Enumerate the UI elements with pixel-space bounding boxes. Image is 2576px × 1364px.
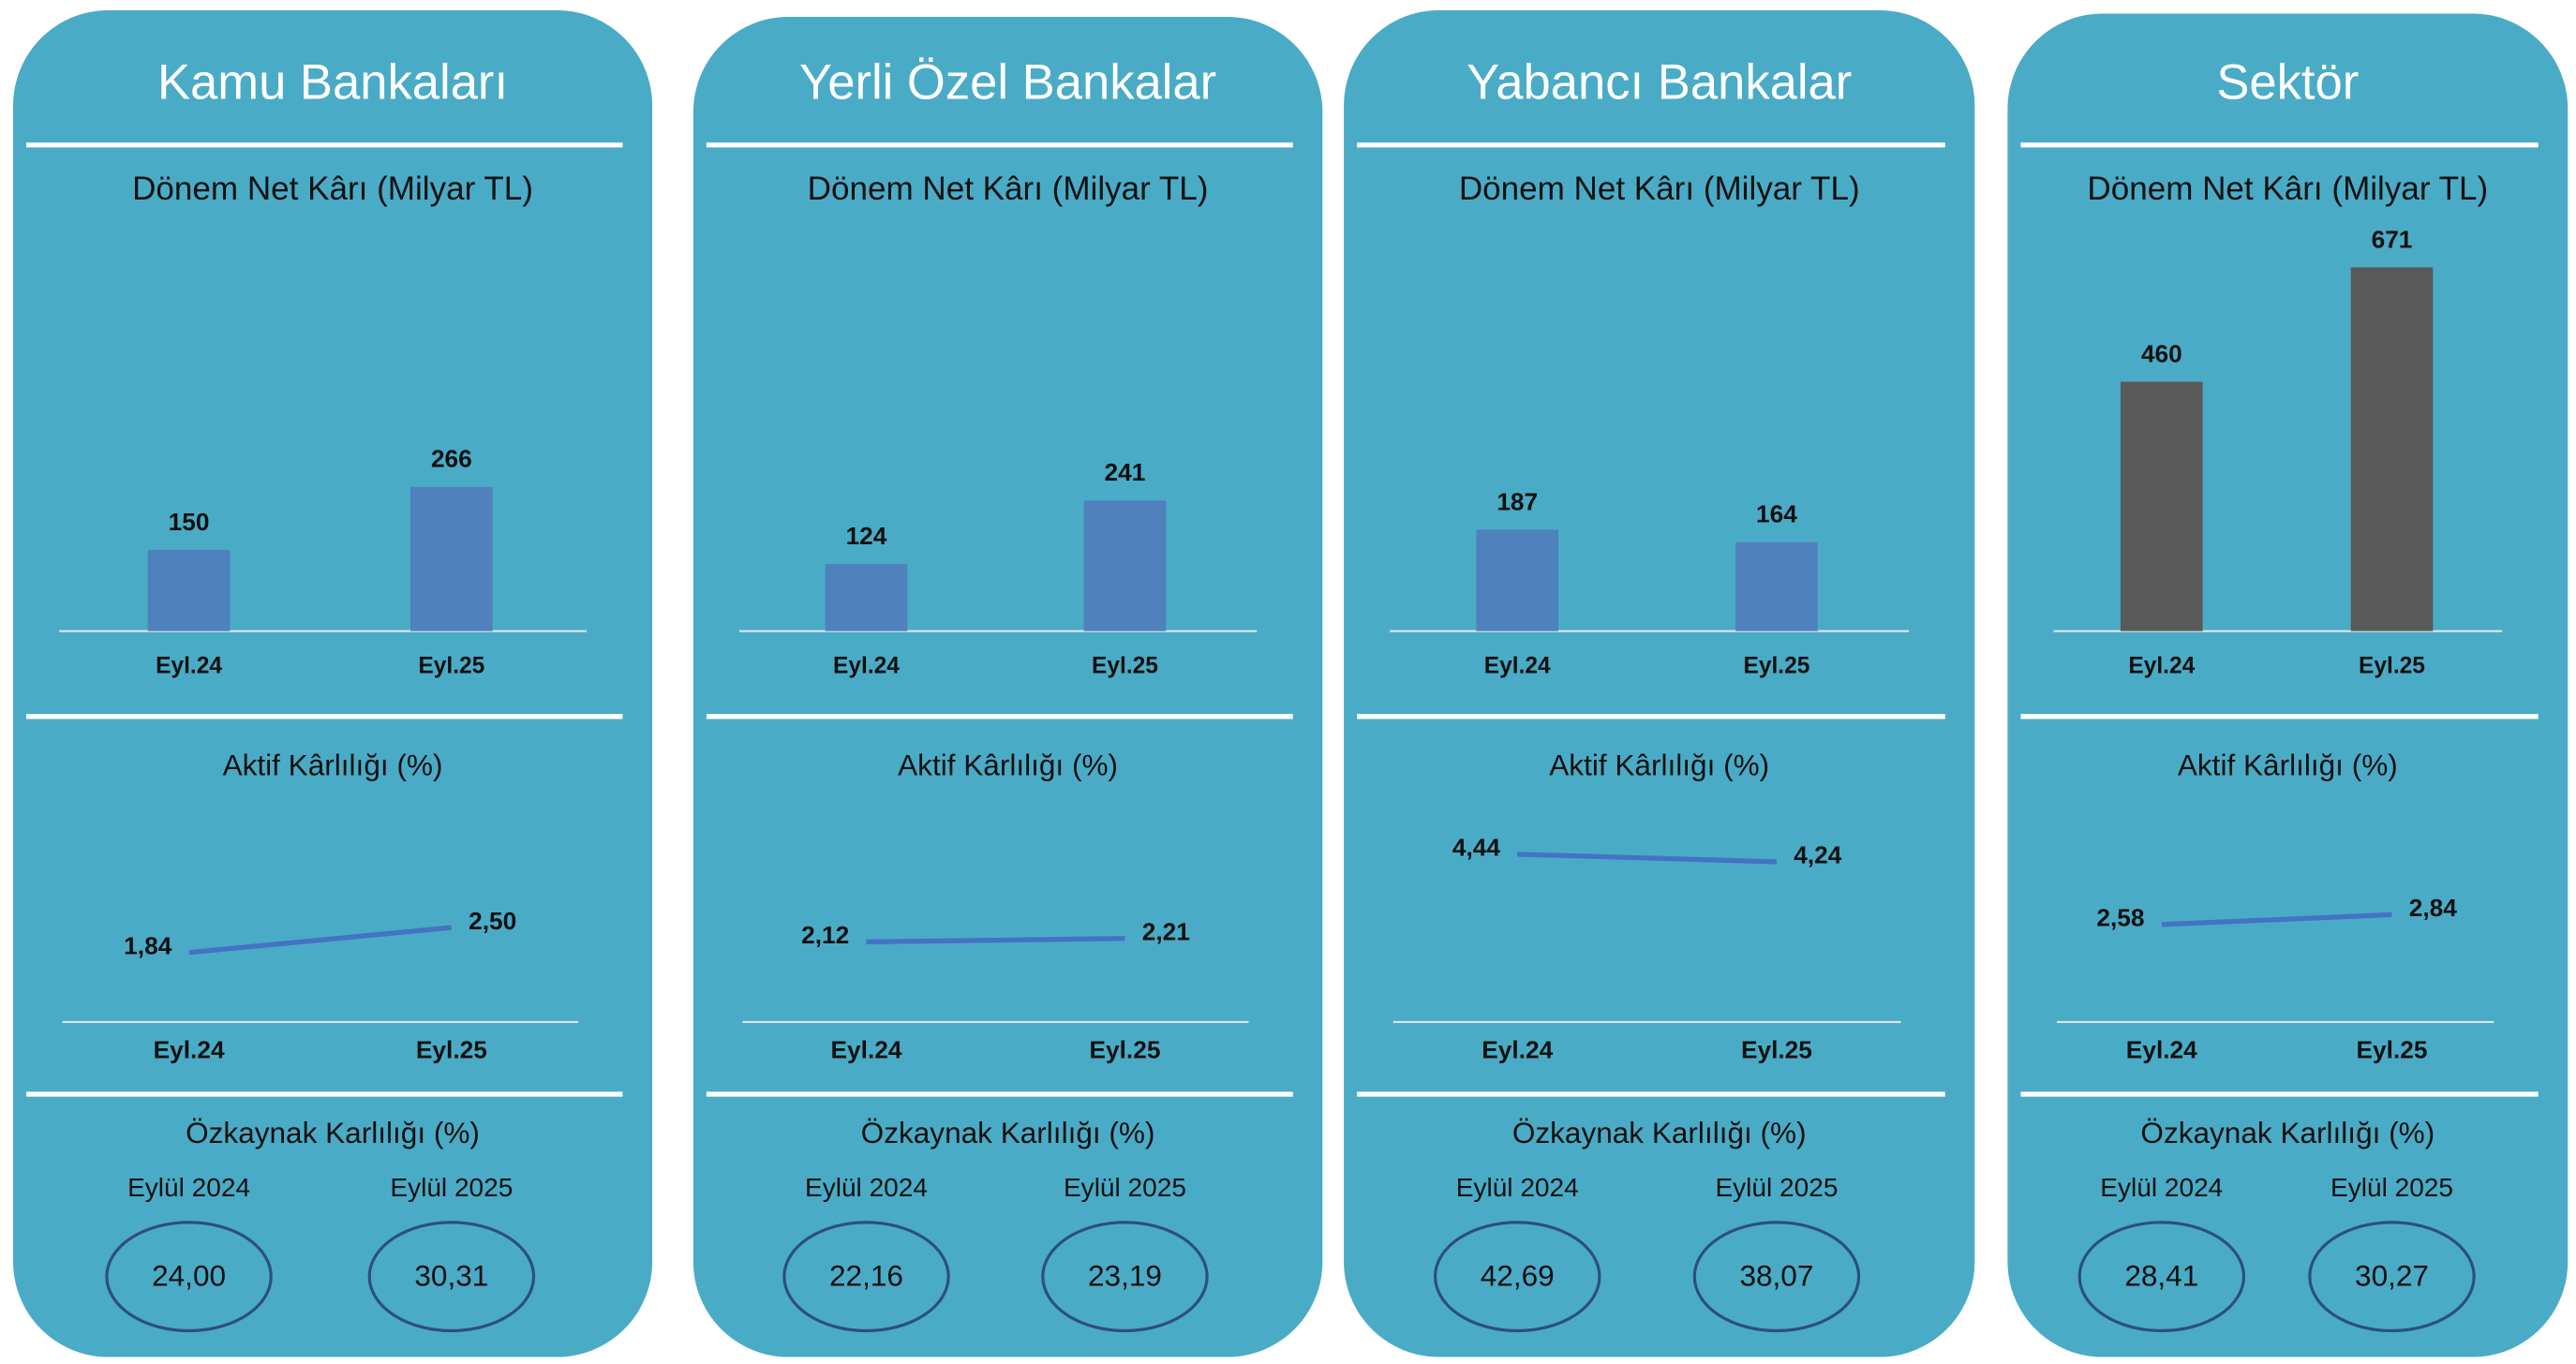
bar [1083,500,1167,631]
panel [1344,9,1975,1357]
panel [13,9,653,1357]
roe-period: Eylül 2025 [2330,1173,2453,1202]
roe-value: 38,07 [1739,1259,1813,1293]
roe-period: Eylül 2025 [1064,1173,1186,1202]
roe-period: Eylül 2025 [1715,1173,1838,1202]
panel [692,16,1323,1357]
x-tick-label: Eyl.24 [2128,654,2195,679]
data-label: 164 [1756,500,1797,528]
chart-title: Dönem Net Kârı (Milyar TL) [2087,170,2488,207]
roe-value: 22,16 [829,1259,903,1293]
chart-title: Aktif Kârlılığı (%) [223,748,443,781]
roe-oval [2077,1221,2246,1333]
x-tick-label: Eyl.24 [1482,1035,1553,1063]
x-tick-label: Eyl.24 [2126,1035,2197,1063]
bar [147,549,231,631]
bar [2350,267,2434,631]
roe-oval [1692,1221,1861,1333]
x-tick-label: Eyl.25 [1743,654,1809,679]
data-label: 1,84 [124,931,172,959]
x-tick-label: Eyl.25 [418,654,484,679]
x-tick-label: Eyl.25 [1741,1035,1812,1063]
bar [2120,381,2203,631]
chart-title: Dönem Net Kârı (Milyar TL) [808,170,1209,207]
roe-period: Eylül 2024 [2100,1173,2223,1202]
data-label: 4,24 [1794,841,1842,869]
roe-value: 42,69 [1481,1259,1555,1293]
x-tick-label: Eyl.24 [156,654,222,679]
line [1517,852,1778,865]
data-label: 241 [1105,458,1146,486]
roe-period: Eylül 2024 [1456,1173,1579,1202]
roe-oval [367,1221,536,1333]
data-label: 2,12 [801,921,849,949]
x-tick-label: Eyl.24 [833,654,900,679]
chart-title: Aktif Kârlılığı (%) [2178,748,2398,781]
roe-oval [1041,1221,1209,1333]
roe-title: Özkaynak Karlılığı (%) [2140,1116,2435,1149]
data-label: 124 [846,522,887,550]
x-tick-label: Eyl.25 [416,1035,487,1063]
line [2161,912,2392,927]
roe-value: 30,27 [2355,1259,2429,1293]
data-label: 671 [2372,225,2413,253]
data-label: 187 [1496,487,1538,515]
panel [2007,13,2569,1357]
x-tick-label: Eyl.24 [831,1035,902,1063]
data-label: 2,21 [1142,917,1190,945]
data-label: 150 [169,508,210,536]
roe-oval [1434,1221,1601,1333]
roe-title: Özkaynak Karlılığı (%) [186,1116,480,1149]
bar [1476,529,1559,631]
panel-title: Sektör [2216,54,2359,110]
chart-title: Dönem Net Kârı (Milyar TL) [1459,170,1860,207]
line [188,925,453,956]
chart-title: Aktif Kârlılığı (%) [1549,748,1769,781]
bar [825,563,908,631]
data-label: 266 [431,445,472,473]
panel-title: Yerli Özel Bankalar [799,54,1216,110]
roe-title: Özkaynak Karlılığı (%) [861,1116,1155,1149]
roe-value: 30,31 [414,1259,488,1293]
data-label: 460 [2141,339,2182,367]
roe-value: 28,41 [2124,1259,2198,1293]
panel-title: Kamu Bankaları [157,54,508,110]
x-tick-label: Eyl.25 [1092,654,1158,679]
x-tick-label: Eyl.25 [1089,1035,1160,1063]
chart-title: Aktif Kârlılığı (%) [898,748,1118,781]
roe-period: Eylül 2024 [805,1173,928,1202]
roe-title: Özkaynak Karlılığı (%) [1512,1116,1807,1149]
x-tick-label: Eyl.24 [154,1035,225,1063]
chart-title: Dönem Net Kârı (Milyar TL) [132,170,533,207]
bar [410,486,493,631]
data-label: 2,58 [2096,904,2144,932]
line [866,936,1125,945]
data-label: 4,44 [1452,834,1501,862]
data-label: 2,50 [469,907,516,935]
roe-period: Eylül 2025 [390,1173,513,1202]
bar [1735,541,1818,631]
roe-oval [2308,1221,2476,1333]
roe-value: 24,00 [152,1259,226,1293]
x-tick-label: Eyl.25 [2357,1035,2428,1063]
panel-title: Yabancı Bankalar [1467,54,1852,110]
data-label: 2,84 [2409,894,2458,922]
roe-value: 23,19 [1088,1259,1162,1293]
roe-period: Eylül 2024 [127,1173,250,1202]
roe-oval [105,1221,273,1333]
x-tick-label: Eyl.24 [1484,654,1551,679]
roe-oval [782,1221,950,1333]
x-tick-label: Eyl.25 [2359,654,2425,679]
